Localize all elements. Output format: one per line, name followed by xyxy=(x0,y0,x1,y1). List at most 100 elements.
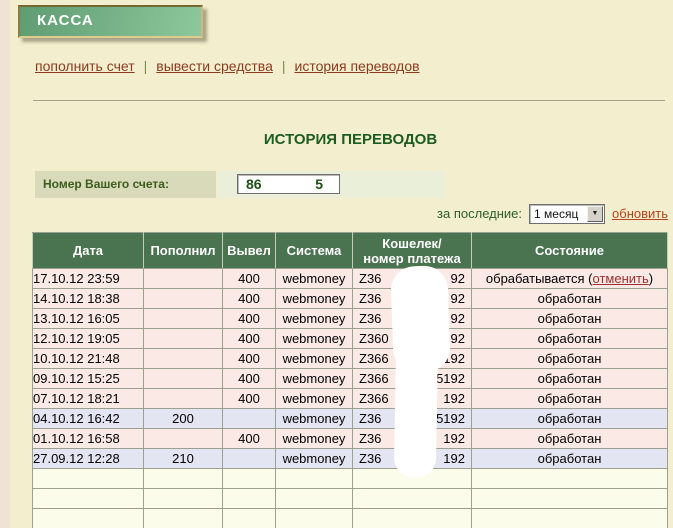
period-select-value: 1 месяц xyxy=(534,206,579,221)
filter-row: за последние: 1 месяц ▼ обновить xyxy=(33,203,668,224)
account-number-cell: 86 5 xyxy=(218,171,445,198)
cell-deposit xyxy=(143,428,223,449)
account-number-visible-start: 86 xyxy=(246,176,262,192)
empty-cell xyxy=(275,488,353,509)
wallet-number: Z360 92 xyxy=(359,331,465,346)
status-cell: обработан xyxy=(471,368,668,389)
kassa-banner-label: КАССА xyxy=(37,12,94,29)
wallet-number: Z36 92 xyxy=(359,271,465,286)
page-left-margin xyxy=(0,0,10,528)
cell-deposit xyxy=(143,308,223,329)
chevron-down-icon[interactable]: ▼ xyxy=(587,205,604,222)
status-cell: обработан xyxy=(471,408,668,429)
cell-date: 27.09.12 12:28 xyxy=(32,448,144,469)
divider-line xyxy=(33,100,665,101)
cell-deposit xyxy=(143,388,223,409)
empty-cell xyxy=(471,468,668,489)
table-row: 17.10.12 23:59 400 webmoney Z36 92 обрабатыва… xyxy=(32,268,668,289)
table-row: 12.10.12 19:05 400 webmoney Z360 92 обработан xyxy=(32,328,668,349)
empty-cell xyxy=(352,468,472,489)
empty-cell xyxy=(32,468,144,489)
cell-deposit xyxy=(143,348,223,369)
cell-wallet: Z360 92 xyxy=(352,328,472,349)
cell-system: webmoney xyxy=(275,428,353,449)
refresh-link[interactable]: обновить xyxy=(612,206,668,221)
cell-date: 13.10.12 16:05 xyxy=(32,308,144,329)
table-row: 07.10.12 18:21 400 webmoney Z366 192 обработа… xyxy=(32,388,668,409)
table-row: 01.10.12 16:58 400 webmoney Z36 192 обработан xyxy=(32,428,668,449)
cell-date: 01.10.12 16:58 xyxy=(32,428,144,449)
col-header-deposit: Пополнил xyxy=(143,232,223,269)
cell-system: webmoney xyxy=(275,288,353,309)
col-header-wallet: Кошелек/ номер платежа xyxy=(352,232,472,269)
status-cell: обработан xyxy=(471,388,668,409)
status-text: обработан xyxy=(537,291,602,306)
kassa-banner: КАССА xyxy=(18,5,203,38)
empty-cell xyxy=(222,468,276,489)
empty-cell xyxy=(352,488,472,509)
wallet-number: Z366 192 xyxy=(359,391,465,406)
account-number-label: Номер Вашего счета: xyxy=(35,171,216,198)
empty-cell xyxy=(352,508,472,528)
account-number-input[interactable]: 86 5 xyxy=(237,174,340,194)
cancel-link[interactable]: отменить xyxy=(592,271,649,286)
wallet-number: Z36 92 xyxy=(359,291,465,306)
nav-separator: | xyxy=(281,58,286,74)
cell-system: webmoney xyxy=(275,388,353,409)
status-text: обрабатывается xyxy=(485,271,585,286)
table-header-row: Дата Пополнил Вывел Система Кошелек/ ном… xyxy=(32,232,668,269)
empty-cell xyxy=(32,488,144,509)
cell-withdraw xyxy=(222,448,276,469)
empty-cell xyxy=(143,488,223,509)
cell-wallet: Z36 192 xyxy=(352,448,472,469)
nav-link-withdraw[interactable]: вывести средства xyxy=(156,58,273,74)
status-cell: обработан xyxy=(471,428,668,449)
cell-withdraw: 400 xyxy=(222,308,276,329)
nav-link-history[interactable]: история переводов xyxy=(294,58,420,74)
col-header-status: Состояние xyxy=(471,232,668,269)
status-cell: обрабатывается (отменить) xyxy=(471,268,668,289)
cell-withdraw xyxy=(222,408,276,429)
status-cell: обработан xyxy=(471,448,668,469)
status-text: обработан xyxy=(537,331,602,346)
cell-system: webmoney xyxy=(275,348,353,369)
empty-cell xyxy=(275,468,353,489)
cell-withdraw: 400 xyxy=(222,288,276,309)
status-text: обработан xyxy=(537,411,602,426)
cell-system: webmoney xyxy=(275,328,353,349)
cell-withdraw: 400 xyxy=(222,328,276,349)
cell-wallet: Z36 192 xyxy=(352,428,472,449)
cell-system: webmoney xyxy=(275,368,353,389)
cell-system: webmoney xyxy=(275,408,353,429)
cell-wallet: Z366 192 xyxy=(352,348,472,369)
cell-system: webmoney xyxy=(275,448,353,469)
table-row: 27.09.12 12:28 210 webmoney Z36 192 обработан xyxy=(32,448,668,469)
cell-deposit xyxy=(143,368,223,389)
cell-withdraw: 400 xyxy=(222,268,276,289)
status-text: обработан xyxy=(537,311,602,326)
cell-deposit: 200 xyxy=(143,408,223,429)
cell-withdraw: 400 xyxy=(222,348,276,369)
col-header-date: Дата xyxy=(32,232,144,269)
cell-withdraw: 400 xyxy=(222,388,276,409)
cell-deposit xyxy=(143,268,223,289)
cell-system: webmoney xyxy=(275,268,353,289)
period-select[interactable]: 1 месяц ▼ xyxy=(529,203,606,224)
status-text: обработан xyxy=(537,351,602,366)
wallet-number: Z366 5192 xyxy=(359,371,465,386)
empty-table-row xyxy=(32,508,668,528)
status-cell: обработан xyxy=(471,308,668,329)
empty-table-row xyxy=(32,468,668,489)
nav-bar: пополнить счет | вывести средства | исто… xyxy=(35,58,420,74)
cell-wallet: Z36 92 xyxy=(352,308,472,329)
history-table-body: 17.10.12 23:59 400 webmoney Z36 92 обрабатыва… xyxy=(32,268,668,528)
table-row: 14.10.12 18:38 400 webmoney Z36 92 обработан xyxy=(32,288,668,309)
cell-date: 07.10.12 18:21 xyxy=(32,388,144,409)
cell-deposit xyxy=(143,288,223,309)
cell-wallet: Z36 92 xyxy=(352,268,472,289)
empty-cell xyxy=(471,508,668,528)
page-title: ИСТОРИЯ ПЕРЕВОДОВ xyxy=(263,131,438,148)
cell-deposit: 210 xyxy=(143,448,223,469)
nav-link-topup[interactable]: пополнить счет xyxy=(35,58,135,74)
